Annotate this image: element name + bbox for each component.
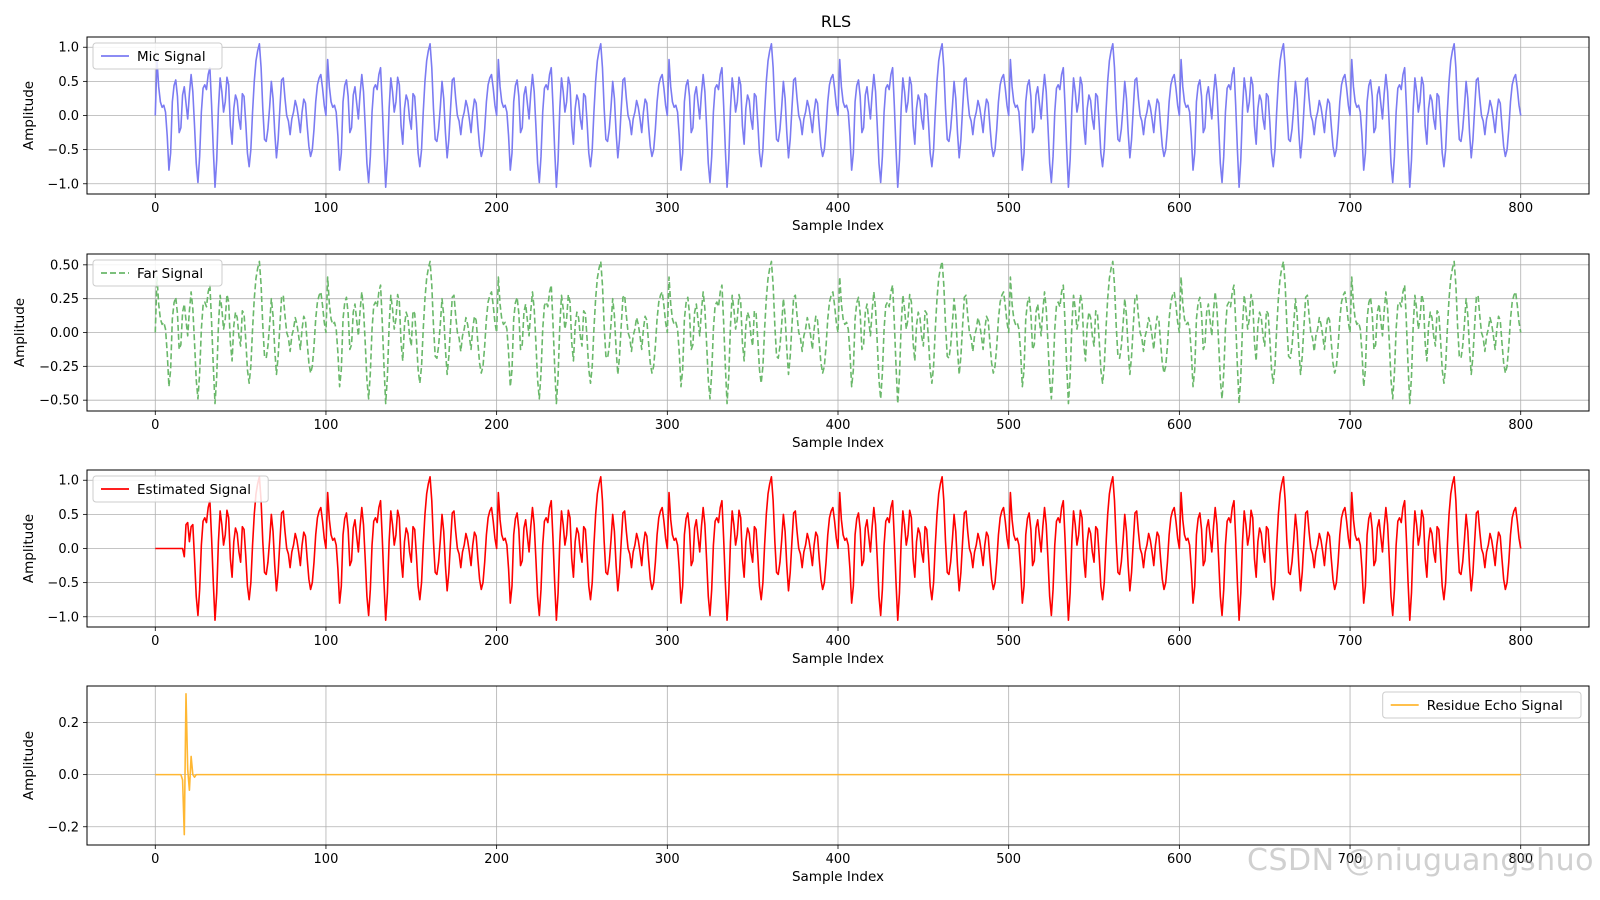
y-axis-label: Amplitude	[21, 81, 37, 150]
x-tick-label: 800	[1508, 418, 1533, 433]
legend-label: Mic Signal	[137, 49, 206, 65]
x-tick-label: 600	[1167, 201, 1192, 216]
legend: Residue Echo Signal	[1382, 691, 1582, 719]
legend: Estimated Signal	[92, 475, 269, 503]
y-tick-label: −0.5	[47, 143, 79, 158]
y-tick-label: 0.0	[58, 542, 79, 557]
series-line-mic	[154, 43, 1522, 188]
x-axis-label: Sample Index	[792, 651, 884, 667]
y-tick-label: 0.5	[58, 508, 79, 523]
x-tick-label: 300	[655, 418, 680, 433]
y-tick-label: −0.25	[39, 360, 79, 375]
subplots: 0 100 200 300 400 500 600 700 800 −1.0 −0.5 0.0 0.5 1…	[12, 36, 1590, 885]
x-tick-label: 400	[826, 418, 851, 433]
x-tick-label: 0	[151, 852, 159, 867]
legend: Mic Signal	[92, 42, 223, 70]
x-axis-label: Sample Index	[792, 435, 884, 451]
y-tick-label: −0.2	[47, 820, 79, 835]
x-tick-label: 300	[655, 634, 680, 649]
y-tick-label: 1.0	[58, 474, 79, 489]
figure-title: RLS	[821, 12, 851, 31]
y-tick-label: 0.0	[58, 109, 79, 124]
y-tick-label: 0.2	[58, 716, 79, 731]
x-tick-label: 0	[151, 418, 159, 433]
watermark: CSDN @niuguangshuo	[1247, 843, 1594, 878]
legend-box	[92, 475, 269, 503]
x-tick-label: 100	[314, 634, 339, 649]
series-line-residue	[155, 693, 1521, 836]
y-tick-label: 0.0	[58, 768, 79, 783]
subplot-residue: 0 100 200 300 400 500 600 700 800 −0.2 0.0 0.2 Sampl…	[21, 685, 1590, 885]
x-axis-label: Sample Index	[792, 218, 884, 234]
x-tick-label: 700	[1338, 852, 1363, 867]
x-tick-label: 400	[826, 634, 851, 649]
x-tick-label: 600	[1167, 852, 1192, 867]
y-tick-label: −1.0	[47, 610, 79, 625]
legend-box	[92, 259, 223, 287]
x-tick-label: 0	[151, 634, 159, 649]
x-tick-label: 200	[484, 201, 509, 216]
x-tick-label: 100	[314, 418, 339, 433]
legend-box	[92, 42, 223, 70]
y-tick-label: 0.50	[50, 258, 79, 273]
legend-label: Far Signal	[137, 266, 203, 282]
y-tick-label: 0.25	[50, 292, 79, 307]
series-line-estimated	[155, 476, 1522, 621]
x-tick-label: 0	[151, 201, 159, 216]
x-tick-label: 400	[826, 201, 851, 216]
y-tick-label: −0.5	[47, 576, 79, 591]
legend-label: Residue Echo Signal	[1427, 698, 1563, 714]
y-axis-label: Amplitude	[12, 298, 28, 367]
x-tick-label: 800	[1508, 634, 1533, 649]
x-tick-label: 200	[484, 418, 509, 433]
subplot-far: 0 100 200 300 400 500 600 700 800 −0.50 −0.25 0.00 0…	[12, 253, 1590, 451]
x-tick-label: 500	[996, 634, 1021, 649]
x-tick-label: 600	[1167, 634, 1192, 649]
subplot-estimated: 0 100 200 300 400 500 600 700 800 −1.0 −0.5 0.0 0.5 1…	[21, 469, 1590, 667]
y-tick-label: −1.0	[47, 177, 79, 192]
x-axis-label: Sample Index	[792, 869, 884, 885]
x-tick-label: 800	[1508, 852, 1533, 867]
x-tick-label: 400	[826, 852, 851, 867]
y-tick-label: −0.50	[39, 394, 79, 409]
x-tick-label: 300	[655, 201, 680, 216]
x-tick-label: 700	[1338, 201, 1363, 216]
x-tick-label: 200	[484, 634, 509, 649]
x-tick-label: 700	[1338, 418, 1363, 433]
x-tick-label: 300	[655, 852, 680, 867]
y-tick-label: 1.0	[58, 41, 79, 56]
x-tick-label: 800	[1508, 201, 1533, 216]
x-tick-label: 600	[1167, 418, 1192, 433]
legend-box	[1382, 691, 1582, 719]
x-tick-label: 700	[1338, 634, 1363, 649]
series-line-far	[154, 260, 1522, 405]
x-tick-label: 100	[314, 852, 339, 867]
legend: Far Signal	[92, 259, 223, 287]
legend-label: Estimated Signal	[137, 482, 251, 498]
y-axis-label: Amplitude	[21, 514, 37, 583]
x-tick-label: 500	[996, 852, 1021, 867]
y-tick-label: 0.5	[58, 75, 79, 90]
y-tick-label: 0.00	[50, 326, 79, 341]
subplot-mic: 0 100 200 300 400 500 600 700 800 −1.0 −0.5 0.0 0.5 1…	[21, 36, 1590, 234]
x-tick-label: 100	[314, 201, 339, 216]
x-tick-label: 200	[484, 852, 509, 867]
x-tick-label: 500	[996, 418, 1021, 433]
y-axis-label: Amplitude	[21, 731, 37, 800]
x-tick-label: 500	[996, 201, 1021, 216]
